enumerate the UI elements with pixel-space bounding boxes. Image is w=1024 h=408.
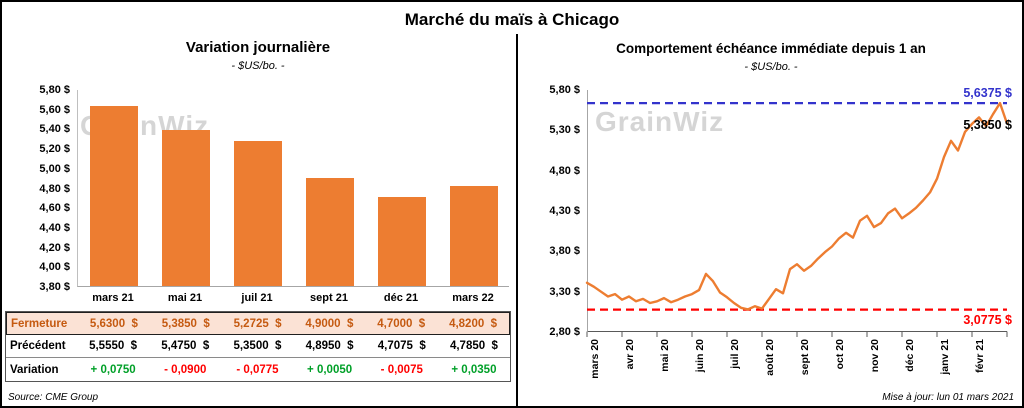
table-cell: 4,7000 $	[377, 317, 426, 330]
table-cell: - 0,0075	[380, 363, 423, 376]
price-line	[585, 101, 1009, 311]
bar-chart-title: Variation journalière	[185, 39, 331, 56]
bar-mars-21	[90, 105, 138, 286]
table-cell: 5,5550 $	[89, 340, 138, 352]
line-x-tick-label: nov 20	[869, 339, 881, 373]
bar-y-tick-label: 4,40 $	[39, 221, 70, 234]
line-chart-svg	[585, 90, 1009, 337]
bar-sept-21	[306, 177, 354, 286]
line-y-tick-label: 3,80 $	[549, 245, 580, 258]
line-y-tick-label: 5,30 $	[549, 124, 580, 137]
bar-chart-x-axis: mars 21 mai 21 juil 21 sept 21 déc 21 mars 22	[77, 292, 509, 307]
line-chart-x-axis: mars 20 avr 20 mai 20 juin 20 juil 20 août 20…	[587, 339, 1007, 397]
bar-mars-22	[450, 185, 498, 286]
bar-y-tick-label: 5,60 $	[39, 103, 70, 116]
line-chart-subtitle: - $US/bo. -	[744, 61, 798, 73]
bar-chart-plot-area: GrainWiz	[77, 90, 509, 287]
bar-y-tick-label: 4,80 $	[39, 182, 70, 195]
update-note: Mise à jour: lun 01 mars 2021	[882, 392, 1014, 403]
bar-category-label: déc 21	[383, 292, 419, 304]
line-x-tick-label: août 20	[764, 339, 776, 376]
table-row-precedent: Précédent 5,5550 $ 5,4750 $ 5,3500 $ 4,8950 …	[6, 335, 510, 358]
line-y-tick-label: 4,30 $	[549, 205, 580, 217]
bar-déc-21	[378, 197, 426, 286]
table-cell: + 0,0050	[307, 363, 353, 376]
grainwiz-watermark: GrainWiz	[595, 106, 725, 137]
table-cell: + 0,0750	[90, 363, 136, 376]
line-chart-title: Comportement échéance immédiate depuis 1…	[616, 41, 926, 56]
table-cell: - 0,0775	[236, 363, 279, 376]
table-cell: 4,8200 $	[449, 317, 498, 330]
page-title: Marché du maïs à Chicago	[404, 10, 620, 29]
line-x-tick-label: déc 20	[904, 339, 916, 372]
table-cell: - 0,0900	[164, 363, 207, 376]
table-row-fermeture: Fermeture 5,6300 $ 5,3850 $ 5,2725 $ 4,9000 …	[6, 312, 510, 335]
price-table: Fermeture 5,6300 $ 5,3850 $ 5,2725 $ 4,9000 …	[5, 311, 511, 382]
line-x-tick-label: sept 20	[799, 339, 811, 376]
panel-divider	[516, 34, 518, 406]
line-x-tick-label: avr 20	[624, 339, 636, 370]
line-y-tick-label: 2,80 $	[549, 326, 580, 338]
high-reference-label: 5,6375 $	[963, 86, 1012, 100]
bar-juil-21	[234, 141, 282, 286]
bar-y-tick-label: 5,80 $	[39, 84, 70, 96]
line-chart-y-axis: 5,80 $ 5,30 $ 4,80 $ 4,30 $ 3,80 $ 3,30 $ 2,80…	[524, 84, 580, 340]
source-note: Source: CME Group	[8, 392, 99, 403]
table-cell: 5,3850 $	[161, 317, 210, 330]
bar-chart-y-axis: 5,80 $ 5,60 $ 5,40 $ 5,20 $ 5,00 $ 4,80 $ 4,60…	[12, 84, 70, 293]
bar-y-tick-label: 5,00 $	[39, 162, 70, 175]
table-row-variation: Variation + 0,0750 - 0,0900 - 0,0775 + 0,005…	[6, 358, 510, 381]
row-label-variation: Variation	[10, 363, 59, 376]
line-x-tick-label: juil 20	[729, 339, 741, 369]
line-x-tick-label: mars 20	[589, 339, 601, 379]
bar-y-tick-label: 4,20 $	[39, 241, 70, 254]
line-y-tick-label: 4,80 $	[549, 164, 580, 177]
bar-y-tick-label: 4,00 $	[39, 261, 70, 274]
table-cell: 4,8950 $	[305, 340, 354, 352]
row-label-precedent: Précédent	[10, 340, 66, 352]
bar-mai-21	[162, 129, 210, 286]
bar-category-label: juil 21	[241, 292, 273, 304]
table-cell: 5,3500 $	[233, 340, 282, 352]
table-cell: 5,4750 $	[161, 340, 210, 352]
line-chart-plot-area: GrainWiz	[585, 90, 1009, 337]
low-reference-label: 3,0775 $	[963, 313, 1012, 327]
bar-category-label: sept 21	[310, 292, 348, 304]
line-y-tick-label: 3,30 $	[549, 285, 580, 298]
line-x-tick-label: févr 21	[974, 339, 986, 373]
table-cell: 4,7850 $	[449, 340, 498, 352]
bar-chart-subtitle: - $US/bo. -	[231, 60, 285, 72]
row-label-fermeture: Fermeture	[11, 317, 68, 330]
table-cell: + 0,0350	[451, 363, 497, 376]
bar-y-tick-label: 4,60 $	[39, 202, 70, 215]
bar-y-tick-label: 5,40 $	[39, 123, 70, 136]
line-y-tick-label: 5,80 $	[549, 84, 580, 96]
bar-category-label: mars 21	[92, 292, 134, 304]
bar-category-label: mai 21	[167, 292, 203, 304]
table-cell: 4,7075 $	[377, 340, 426, 352]
table-cell: 4,9000 $	[305, 317, 354, 330]
last-price-label: 5,3850 $	[963, 118, 1012, 132]
line-x-tick-label: janv 21	[939, 339, 951, 375]
line-x-tick-label: oct 20	[834, 339, 846, 370]
line-x-tick-label: mai 20	[659, 339, 671, 372]
table-cell: 5,2725 $	[233, 317, 282, 330]
table-cell: 5,6300 $	[89, 317, 138, 330]
bar-y-tick-label: 3,80 $	[39, 281, 70, 293]
line-x-tick-label: juin 20	[694, 339, 706, 373]
bar-category-label: mars 22	[452, 292, 494, 304]
bar-y-tick-label: 5,20 $	[39, 143, 70, 156]
